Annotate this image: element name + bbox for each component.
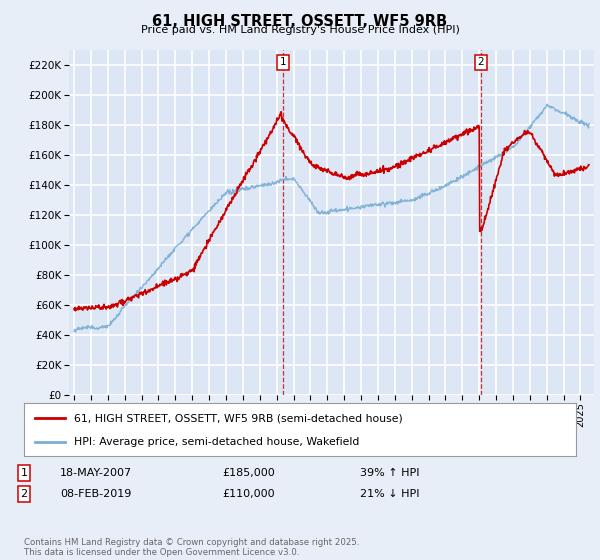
Text: 2: 2 <box>20 489 28 499</box>
Text: 21% ↓ HPI: 21% ↓ HPI <box>360 489 419 499</box>
Text: 61, HIGH STREET, OSSETT, WF5 9RB: 61, HIGH STREET, OSSETT, WF5 9RB <box>152 14 448 29</box>
Text: Price paid vs. HM Land Registry's House Price Index (HPI): Price paid vs. HM Land Registry's House … <box>140 25 460 35</box>
Text: 2: 2 <box>478 57 484 67</box>
Text: HPI: Average price, semi-detached house, Wakefield: HPI: Average price, semi-detached house,… <box>74 436 359 446</box>
Text: 1: 1 <box>20 468 28 478</box>
Text: 1: 1 <box>280 57 286 67</box>
Text: 39% ↑ HPI: 39% ↑ HPI <box>360 468 419 478</box>
Text: 61, HIGH STREET, OSSETT, WF5 9RB (semi-detached house): 61, HIGH STREET, OSSETT, WF5 9RB (semi-d… <box>74 413 403 423</box>
Text: £110,000: £110,000 <box>222 489 275 499</box>
Text: Contains HM Land Registry data © Crown copyright and database right 2025.
This d: Contains HM Land Registry data © Crown c… <box>24 538 359 557</box>
Text: £185,000: £185,000 <box>222 468 275 478</box>
Text: 18-MAY-2007: 18-MAY-2007 <box>60 468 132 478</box>
Text: 08-FEB-2019: 08-FEB-2019 <box>60 489 131 499</box>
